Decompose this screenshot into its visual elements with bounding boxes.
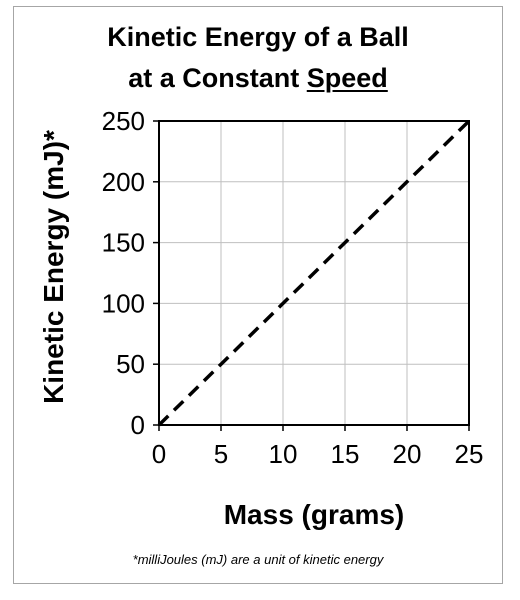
x-tick-label: 20 [393, 439, 422, 469]
y-axis-title: Kinetic Energy (mJ)* [38, 130, 69, 404]
x-tick-label: 10 [269, 439, 298, 469]
chart-frame [13, 6, 503, 584]
x-tick-label: 15 [331, 439, 360, 469]
x-tick-label: 0 [152, 439, 166, 469]
series-layer [157, 119, 471, 427]
x-tick-label: 5 [214, 439, 228, 469]
plot-border [158, 120, 470, 426]
chart-footnote: *milliJoules (mJ) are a unit of kinetic … [13, 552, 503, 568]
y-tick-label: 50 [116, 349, 145, 379]
series-line [157, 119, 471, 427]
chart-title-line-1: Kinetic Energy of a Ball [13, 20, 503, 54]
chart-title-line-2: at a Constant Speed [13, 61, 503, 95]
axis-layer [153, 120, 470, 431]
y-tick-label: 100 [102, 288, 145, 318]
chart-footnote-text: *milliJoules (mJ) are a unit of kinetic … [132, 552, 384, 567]
y-tick-label: 0 [131, 410, 145, 440]
chart-title-emphasis: Speed [306, 63, 388, 93]
x-axis-title: Mass (grams) [224, 499, 405, 530]
chart-title-text-1: Kinetic Energy of a Ball [107, 22, 409, 52]
x-tick-label: 25 [455, 439, 484, 469]
y-tick-label: 200 [102, 167, 145, 197]
grid-layer [159, 121, 469, 425]
y-tick-label: 250 [102, 106, 145, 136]
chart-title-text-2: at a Constant [128, 63, 307, 93]
y-tick-label: 150 [102, 228, 145, 258]
